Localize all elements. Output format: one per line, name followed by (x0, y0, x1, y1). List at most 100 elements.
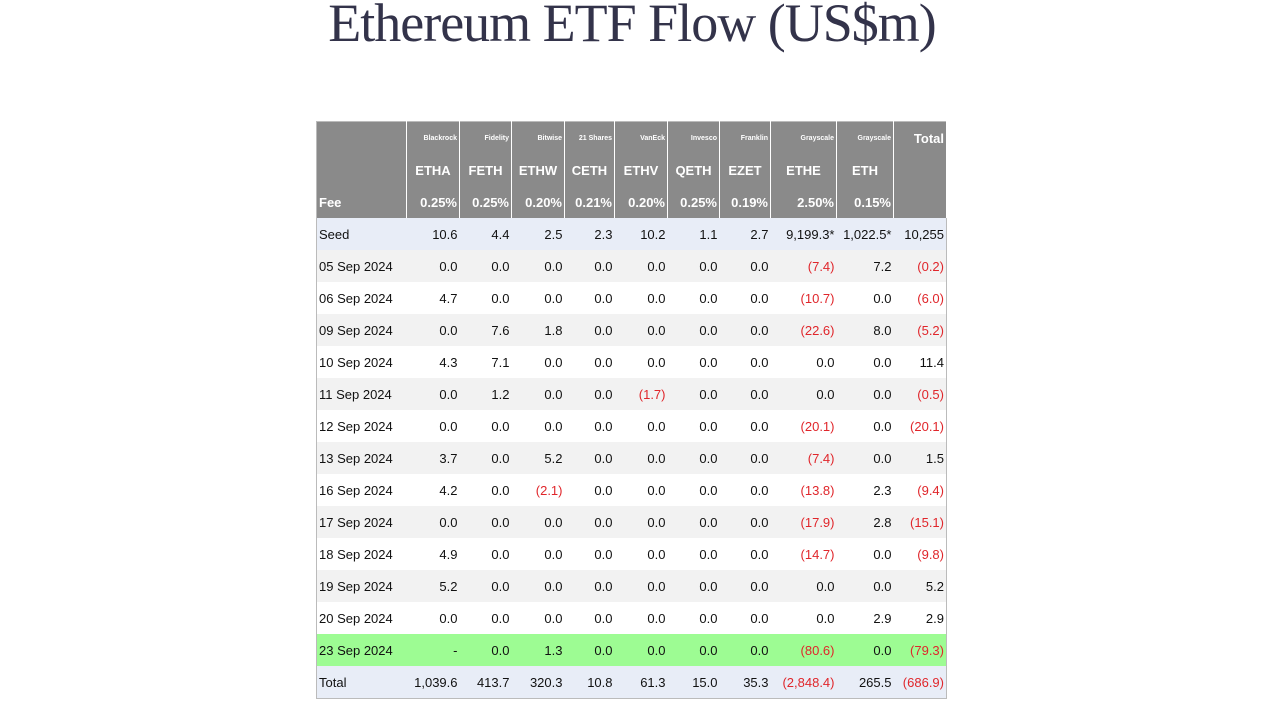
ticker: QETH (667, 154, 720, 186)
flow-value: 1,039.6 (414, 674, 458, 690)
ticker: ETHV (614, 154, 668, 186)
flow-value: 0.0 (594, 642, 613, 658)
flow-value: 0.0 (873, 418, 892, 434)
flow-value: 0.0 (750, 482, 769, 498)
issuer-name: Fidelity (459, 121, 512, 154)
issuer-name: Total (893, 121, 947, 154)
flow-value: 0.0 (594, 514, 613, 530)
flow-value: 0.0 (699, 546, 718, 562)
row-label: 23 Sep 2024 (319, 642, 393, 658)
flow-value: 320.3 (529, 674, 563, 690)
fee: 0.25% (459, 186, 512, 218)
flow-value: 10.2 (640, 226, 666, 242)
flow-value: 0.0 (491, 578, 510, 594)
issuer-name: Blackrock (406, 121, 460, 154)
flow-value: 2.3 (873, 482, 892, 498)
flow-value: 0.0 (594, 450, 613, 466)
flow-value: (9.4) (917, 482, 944, 498)
flow-value: 0.0 (439, 386, 458, 402)
flow-row: 13 Sep 2024 3.7 0.0 5.2 0.0 0.0 0.0 0.0 (7.4) 0.0… (316, 442, 947, 474)
flow-value: 0.0 (491, 546, 510, 562)
row-label: 13 Sep 2024 (319, 450, 393, 466)
flow-row: 16 Sep 2024 4.2 0.0 (2.1) 0.0 0.0 0.0 0.0 (13.8)… (316, 474, 947, 506)
flow-row: 10 Sep 2024 4.3 7.1 0.0 0.0 0.0 0.0 0.0 0.0 0.0 11… (316, 346, 947, 378)
flow-value: 0.0 (873, 578, 892, 594)
flow-row: Seed 10.6 4.4 2.5 2.3 10.2 1.1 2.7 9,199.3* 1,022… (316, 218, 947, 250)
flow-row: 05 Sep 2024 0.0 0.0 0.0 0.0 0.0 0.0 0.0 (7.4) 7.2… (316, 250, 947, 282)
flow-value: 0.0 (699, 450, 718, 466)
flow-row: 20 Sep 2024 0.0 0.0 0.0 0.0 0.0 0.0 0.0 0.0 2.9 2.… (316, 602, 947, 634)
ticker-row: ETHA FETH ETHW CETH ETHV QETH EZET ETHE ETH (316, 154, 947, 186)
flow-value: 2.3 (594, 226, 613, 242)
flow-value: 0.0 (816, 354, 835, 370)
flow-value: 413.7 (476, 674, 510, 690)
flow-value: 0.0 (873, 642, 892, 658)
flow-value: 0.0 (750, 322, 769, 338)
flow-value: - (453, 642, 458, 658)
fee: 0.25% (667, 186, 720, 218)
flow-value: 0.0 (594, 610, 613, 626)
flow-value: 2.9 (873, 610, 892, 626)
fee: 2.50% (770, 186, 837, 218)
row-label: 18 Sep 2024 (319, 546, 393, 562)
flow-value: 0.0 (750, 546, 769, 562)
flow-value: 0.0 (544, 386, 563, 402)
flow-value: (6.0) (917, 290, 944, 306)
issuer-row: Blackrock Fidelity Bitwise 21 Shares VanEck I… (316, 121, 947, 154)
flow-value: 0.0 (699, 642, 718, 658)
issuer-name: 21 Shares (564, 121, 615, 154)
flow-value: (80.6) (800, 642, 835, 658)
fee: 0.20% (511, 186, 565, 218)
issuer-name: Franklin (719, 121, 771, 154)
flow-value: 2.9 (925, 610, 944, 626)
fee: 0.21% (564, 186, 615, 218)
flow-value: (22.6) (800, 322, 835, 338)
flow-value: 0.0 (699, 386, 718, 402)
flow-value: 0.0 (699, 610, 718, 626)
flow-value: (79.3) (910, 642, 944, 658)
flow-row: 23 Sep 2024 - 0.0 1.3 0.0 0.0 0.0 0.0 (80.6) 0.0 (… (316, 634, 947, 666)
flow-value: 5.2 (544, 450, 563, 466)
flow-value: 0.0 (439, 258, 458, 274)
flow-value: 11.4 (919, 354, 944, 370)
flow-value: 0.0 (750, 418, 769, 434)
ticker: ETHA (406, 154, 460, 186)
flow-value: (14.7) (800, 546, 835, 562)
flow-value: (2,848.4) (782, 674, 835, 690)
flow-value: 0.0 (491, 610, 510, 626)
flow-value: 0.0 (491, 450, 510, 466)
flow-value: 0.0 (750, 642, 769, 658)
flow-row: 11 Sep 2024 0.0 1.2 0.0 0.0 (1.7) 0.0 0.0 0.0 0.0… (316, 378, 947, 410)
flow-value: 0.0 (699, 418, 718, 434)
flow-value: 0.0 (699, 258, 718, 274)
flow-value: 0.0 (647, 290, 666, 306)
flow-value: 0.0 (594, 578, 613, 594)
flow-row: 12 Sep 2024 0.0 0.0 0.0 0.0 0.0 0.0 0.0 (20.1) 0.… (316, 410, 947, 442)
row-label: 05 Sep 2024 (319, 258, 393, 274)
flow-table: Blackrock Fidelity Bitwise 21 Shares VanEck I… (316, 121, 947, 699)
flow-value: 4.3 (439, 354, 458, 370)
flow-row: Total 1,039.6 413.7 320.3 10.8 61.3 15.0 35.3 (2… (316, 666, 947, 699)
flow-value: 2.8 (873, 514, 892, 530)
flow-value: (5.2) (917, 322, 944, 338)
flow-value: 0.0 (544, 610, 563, 626)
flow-value: 0.0 (594, 290, 613, 306)
fee: 0.15% (836, 186, 894, 218)
flow-value: 0.0 (750, 354, 769, 370)
flow-value: 0.0 (544, 514, 563, 530)
flow-value: 7.2 (873, 258, 892, 274)
flow-value: 61.3 (640, 674, 666, 690)
issuer-name: Bitwise (511, 121, 565, 154)
flow-row: 06 Sep 2024 4.7 0.0 0.0 0.0 0.0 0.0 0.0 (10.7) 0.… (316, 282, 947, 314)
flow-row: 17 Sep 2024 0.0 0.0 0.0 0.0 0.0 0.0 0.0 (17.9) 2.… (316, 506, 947, 538)
flow-value: 1.8 (544, 322, 563, 338)
flow-value: 0.0 (594, 258, 613, 274)
row-label: 06 Sep 2024 (319, 290, 393, 306)
flow-value: 0.0 (491, 418, 510, 434)
flow-row: 19 Sep 2024 5.2 0.0 0.0 0.0 0.0 0.0 0.0 0.0 0.0 5.… (316, 570, 947, 602)
flow-value: 4.9 (439, 546, 458, 562)
ticker: ETHW (511, 154, 565, 186)
row-label: Total (319, 674, 347, 690)
flow-value: 0.0 (491, 482, 510, 498)
